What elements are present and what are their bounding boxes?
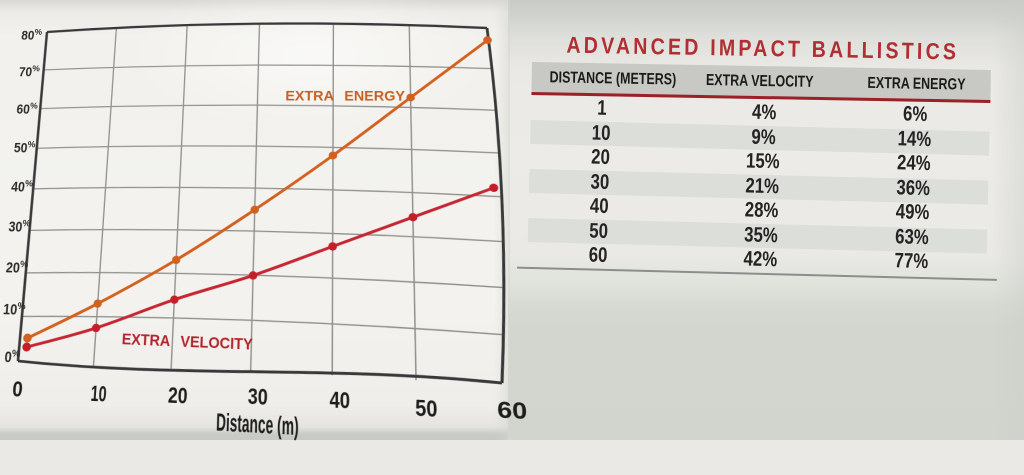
svg-text:80: 80: [21, 28, 35, 43]
svg-text:40: 40: [329, 387, 350, 414]
svg-text:%: %: [32, 64, 40, 73]
svg-text:70: 70: [18, 64, 33, 79]
svg-text:EXTRA: EXTRA: [285, 88, 334, 104]
svg-text:20: 20: [5, 259, 20, 276]
svg-text:VELOCITY: VELOCITY: [180, 332, 253, 353]
svg-text:60: 60: [497, 397, 528, 425]
svg-text:%: %: [30, 102, 38, 111]
svg-text:40: 40: [11, 178, 26, 194]
svg-text:50: 50: [415, 395, 438, 422]
svg-text:ENERGY: ENERGY: [344, 88, 405, 104]
svg-text:60: 60: [16, 101, 31, 117]
svg-text:EXTRA: EXTRA: [121, 330, 171, 350]
svg-text:%: %: [22, 219, 31, 229]
svg-text:30: 30: [8, 218, 23, 235]
svg-text:%: %: [25, 179, 34, 189]
svg-text:%: %: [34, 28, 42, 37]
svg-text:30: 30: [247, 384, 268, 410]
svg-text:20: 20: [167, 383, 188, 409]
svg-text:%: %: [17, 301, 26, 312]
svg-text:10: 10: [90, 381, 108, 406]
svg-text:%: %: [12, 348, 21, 359]
svg-text:10: 10: [2, 300, 18, 318]
svg-text:0: 0: [11, 377, 24, 402]
svg-text:%: %: [27, 140, 36, 150]
svg-text:50: 50: [13, 139, 28, 155]
svg-text:0: 0: [4, 348, 13, 366]
svg-text:%: %: [20, 259, 29, 269]
